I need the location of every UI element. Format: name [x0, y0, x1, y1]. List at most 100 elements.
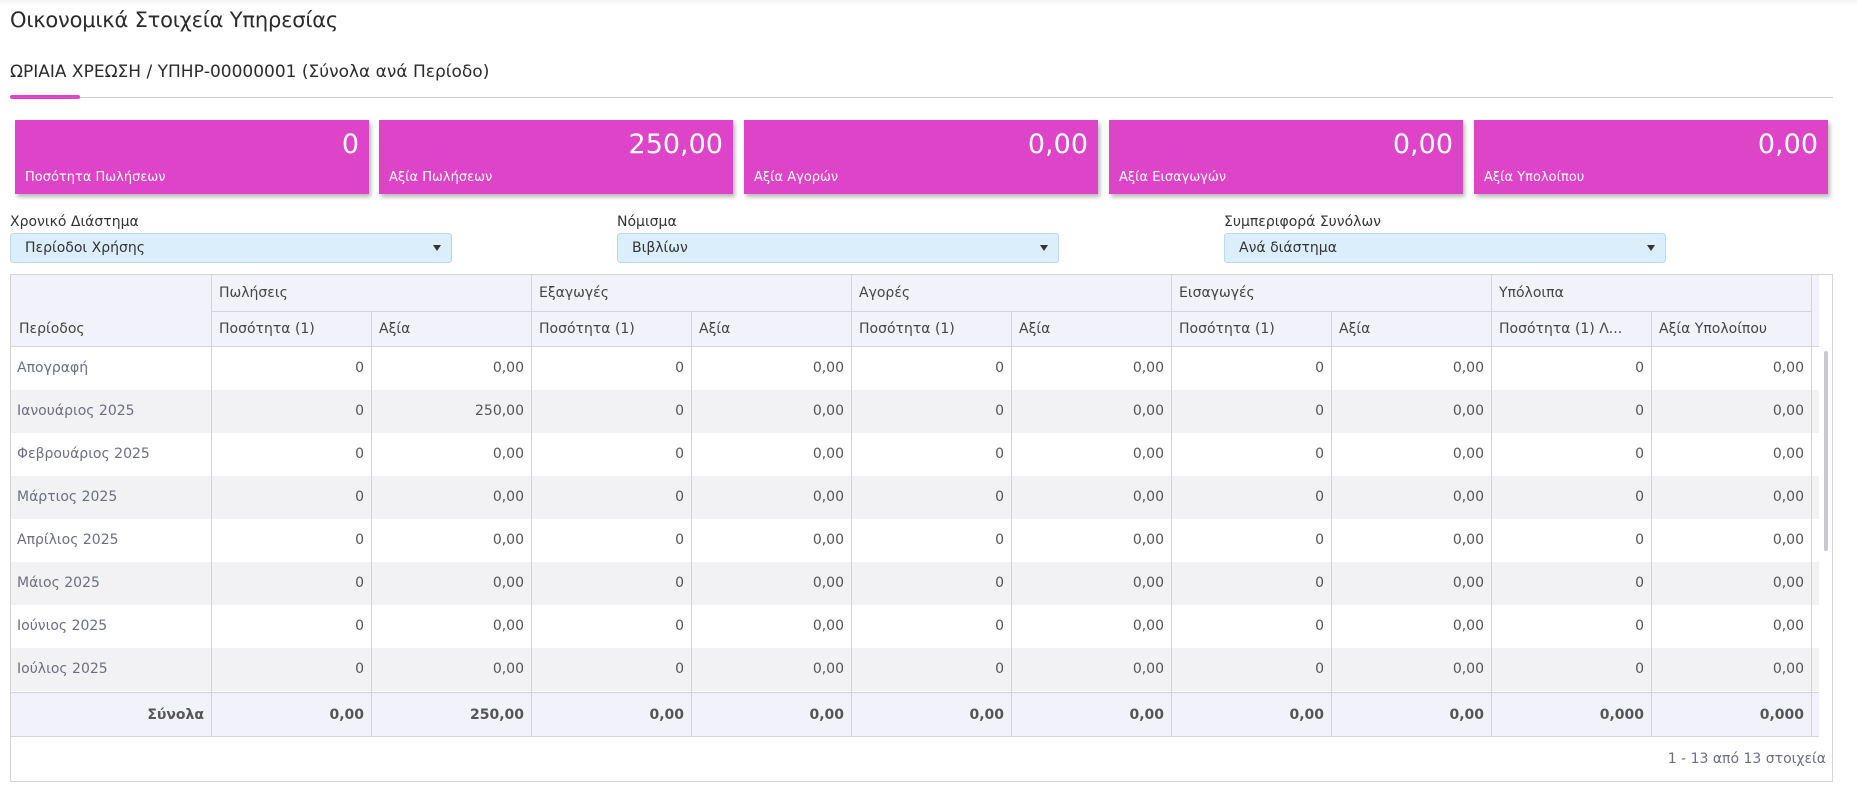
column-header-balances-quantity[interactable]: Ποσότητα (1) Λ... — [1499, 321, 1623, 337]
totals-column-divider — [211, 693, 212, 737]
value-cell: 0,00 — [492, 446, 524, 462]
value-cell: 0 — [675, 360, 684, 376]
currency-filter-label: Νόμισμα — [617, 214, 677, 230]
period-filter-label: Χρονικό Διάστημα — [10, 214, 139, 230]
table-row[interactable]: Μάιος 2025 0 0,00 0 0,00 0 0,00 0 0,00 0 0,00 — [11, 562, 1819, 605]
value-cell: 0 — [995, 446, 1004, 462]
scrollbar-thumb[interactable] — [1824, 351, 1828, 551]
column-group-imports: Εισαγωγές — [1179, 285, 1255, 301]
value-cell: 0 — [675, 532, 684, 548]
header-column-divider — [851, 275, 852, 347]
currency-select[interactable]: Βιβλίων — [617, 233, 1059, 263]
value-cell: 0,00 — [812, 575, 844, 591]
value-cell: 0 — [1315, 489, 1324, 505]
value-cell: 0,00 — [1132, 532, 1164, 548]
header-column-divider — [371, 311, 372, 347]
table-row[interactable]: Απρίλιος 2025 0 0,00 0 0,00 0 0,00 0 0,00 0 0,00 — [11, 519, 1819, 562]
value-cell: 0,00 — [1772, 575, 1804, 591]
period-select[interactable]: Περίοδοι Χρήσης — [10, 233, 452, 263]
table-row[interactable]: Μάρτιος 2025 0 0,00 0 0,00 0 0,00 0 0,00 0 0,00 — [11, 476, 1819, 519]
totals-behavior-value: Ανά διάστημα — [1239, 240, 1337, 256]
value-cell: 0,00 — [1772, 360, 1804, 376]
value-cell: 0 — [355, 532, 364, 548]
period-cell: Ιούλιος 2025 — [17, 661, 108, 677]
value-cell: 0,00 — [1132, 618, 1164, 634]
value-cell: 0 — [355, 618, 364, 634]
table-row[interactable]: Ιούλιος 2025 0 0,00 0 0,00 0 0,00 0 0,00 0 0,00 — [11, 648, 1819, 691]
value-cell: 0 — [675, 446, 684, 462]
value-cell: 0 — [355, 403, 364, 419]
column-header-exports-quantity[interactable]: Ποσότητα (1) — [539, 321, 635, 337]
top-shadow-bar — [0, 0, 1857, 6]
column-header-period[interactable]: Περίοδος — [19, 321, 85, 337]
value-cell: 0,00 — [492, 489, 524, 505]
value-cell: 0,00 — [812, 403, 844, 419]
totals-cell: 0,000 — [1759, 707, 1804, 723]
value-cell: 0,00 — [1772, 489, 1804, 505]
value-cell: 0,00 — [1452, 360, 1484, 376]
period-cell: Μάρτιος 2025 — [17, 489, 118, 505]
value-cell: 0 — [1315, 360, 1324, 376]
value-cell: 0 — [1315, 661, 1324, 677]
value-cell: 0 — [995, 403, 1004, 419]
grid-scrollbar[interactable] — [1822, 351, 1830, 689]
value-cell: 0,00 — [492, 661, 524, 677]
card-value: 0 — [341, 129, 359, 160]
period-cell: Φεβρουάριος 2025 — [17, 446, 150, 462]
totals-column-divider — [851, 693, 852, 737]
tab-period-totals[interactable]: ΩΡΙΑΙΑ ΧΡΕΩΣΗ / ΥΠΗΡ-00000001 (Σύνολα αν… — [10, 60, 489, 98]
value-cell: 0,00 — [1452, 618, 1484, 634]
column-header-purchases-value[interactable]: Αξία — [1019, 321, 1051, 337]
column-header-sales-value[interactable]: Αξία — [379, 321, 411, 337]
body-column-divider — [1011, 347, 1012, 692]
value-cell: 0 — [675, 575, 684, 591]
column-header-imports-quantity[interactable]: Ποσότητα (1) — [1179, 321, 1275, 337]
totals-column-divider — [1171, 693, 1172, 737]
grid-totals-row: Σύνολα 0,00 250,00 0,00 0,00 0,00 0,00 0,00 0,0… — [11, 692, 1819, 737]
card-imports-value: 0,00 Αξία Εισαγωγών — [1109, 120, 1463, 194]
totals-behavior-select[interactable]: Ανά διάστημα — [1224, 233, 1666, 263]
card-purchases-value: 0,00 Αξία Αγορών — [744, 120, 1098, 194]
header-column-divider — [1811, 275, 1812, 347]
column-header-sales-quantity[interactable]: Ποσότητα (1) — [219, 321, 315, 337]
period-select-value: Περίοδοι Χρήσης — [25, 240, 145, 256]
totals-column-divider — [371, 693, 372, 737]
header-column-divider — [691, 311, 692, 347]
value-cell: 0,00 — [1452, 532, 1484, 548]
value-cell: 0 — [355, 360, 364, 376]
totals-cell: 0,00 — [1289, 707, 1324, 723]
table-row[interactable]: Ιούνιος 2025 0 0,00 0 0,00 0 0,00 0 0,00 0 0,00 — [11, 605, 1819, 648]
period-filter: Χρονικό Διάστημα Περίοδοι Χρήσης — [10, 213, 452, 263]
card-value: 0,00 — [1757, 129, 1818, 160]
totals-column-divider — [1331, 693, 1332, 737]
totals-label: Σύνολα — [147, 707, 204, 723]
value-cell: 0,00 — [1772, 403, 1804, 419]
column-header-balances-value[interactable]: Αξία Υπολοίπου — [1659, 321, 1768, 337]
period-cell: Μάιος 2025 — [17, 575, 100, 591]
value-cell: 0,00 — [1132, 489, 1164, 505]
table-row[interactable]: Φεβρουάριος 2025 0 0,00 0 0,00 0 0,00 0 0,00 0 0,0… — [11, 433, 1819, 476]
card-label: Αξία Πωλήσεων — [389, 170, 493, 185]
period-cell: Απρίλιος 2025 — [17, 532, 119, 548]
value-cell: 0,00 — [1132, 403, 1164, 419]
totals-column-divider — [1811, 693, 1812, 737]
column-header-purchases-quantity[interactable]: Ποσότητα (1) — [859, 321, 955, 337]
caret-down-icon — [1647, 245, 1655, 251]
value-cell: 0,00 — [1772, 661, 1804, 677]
body-column-divider — [531, 347, 532, 692]
table-row[interactable]: Απογραφή 0 0,00 0 0,00 0 0,00 0 0,00 0 0,00 — [11, 347, 1819, 390]
column-header-exports-value[interactable]: Αξία — [699, 321, 731, 337]
column-group-balances: Υπόλοιπα — [1499, 285, 1564, 301]
column-header-imports-value[interactable]: Αξία — [1339, 321, 1371, 337]
value-cell: 0 — [355, 575, 364, 591]
totals-behavior-filter: Συμπεριφορά Συνόλων Ανά διάστημα — [1224, 213, 1666, 263]
value-cell: 0 — [675, 618, 684, 634]
value-cell: 0 — [1635, 618, 1644, 634]
value-cell: 0,00 — [1132, 360, 1164, 376]
header-column-divider — [1651, 311, 1652, 347]
header-column-divider — [531, 275, 532, 347]
card-label: Αξία Υπολοίπου — [1484, 170, 1585, 185]
table-row[interactable]: Ιανουάριος 2025 0 250,00 0 0,00 0 0,00 0 0,00 0 0,… — [11, 390, 1819, 433]
value-cell: 0 — [1635, 360, 1644, 376]
value-cell: 0 — [1315, 532, 1324, 548]
